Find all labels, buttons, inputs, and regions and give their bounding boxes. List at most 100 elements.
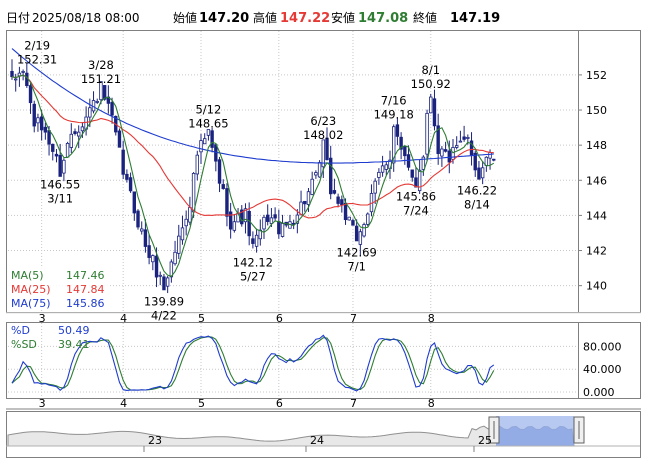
annotation-date: 5/27 (240, 269, 266, 283)
candle (65, 141, 70, 158)
ma5-value: 147.46 (66, 269, 105, 282)
osc-month-tick-label: 5 (198, 397, 205, 410)
close-label: 終値 (413, 10, 437, 25)
candle (28, 83, 33, 114)
candle (340, 195, 344, 213)
candle (373, 178, 377, 204)
osc-month-tick-label: 6 (276, 397, 283, 410)
price-tick-label: 146 (586, 174, 607, 187)
candle (240, 205, 244, 227)
osc-legend: %D 50.49 %SD 39.41 (11, 324, 90, 351)
price-tick-label: 152 (586, 69, 607, 82)
navigator-area (7, 425, 575, 447)
candle (440, 146, 444, 167)
candle (384, 161, 388, 176)
annotation-value: 149.18 (374, 107, 414, 121)
candle (406, 145, 411, 171)
candle (366, 212, 370, 227)
swing-annotation: 139.894/22 (144, 295, 184, 323)
candle (77, 125, 81, 149)
candle (140, 221, 144, 235)
candle (377, 168, 381, 185)
candle (247, 202, 251, 246)
candle (228, 202, 233, 239)
candle (184, 210, 188, 236)
pct-sd-value: 39.41 (58, 338, 90, 351)
candle (173, 240, 177, 266)
candle (165, 275, 170, 294)
candle (162, 273, 166, 291)
annotation-date: 3/11 (47, 192, 73, 206)
ma5-label: MA(5) (11, 269, 44, 282)
candle (480, 160, 485, 185)
candle (203, 133, 207, 145)
candle (117, 128, 122, 148)
navigator-right-handle[interactable] (573, 416, 585, 444)
annotation-date: 7/16 (381, 93, 407, 107)
candle (325, 127, 329, 161)
navigator[interactable]: 23 24 25 (6, 411, 641, 458)
candle (251, 231, 255, 249)
candle (392, 124, 396, 172)
candle (432, 89, 437, 131)
osc-month-tick-label: 8 (428, 397, 435, 410)
candle (254, 228, 259, 253)
date-value: 2025/08/18 08:00 (32, 11, 140, 25)
price-tick-label: 140 (586, 280, 607, 293)
month-tick-label: 7 (350, 312, 357, 325)
candle (429, 93, 433, 114)
ma25-label: MA(25) (11, 283, 51, 296)
price-tick-label: 148 (586, 139, 607, 152)
candle (125, 169, 129, 183)
candle (314, 170, 318, 179)
candle (243, 203, 248, 234)
candle (54, 149, 59, 163)
ma75-label: MA(75) (11, 297, 51, 310)
grid (8, 31, 578, 398)
candle (95, 98, 99, 104)
candle (217, 156, 222, 193)
candle (147, 233, 151, 265)
candle (321, 139, 325, 178)
low-value: 147.08 (358, 11, 408, 26)
candle (51, 143, 55, 161)
candle (458, 130, 463, 143)
candle (206, 129, 211, 141)
navigator-left-handle[interactable] (488, 416, 500, 444)
ma5-line (11, 74, 495, 277)
open-value: 147.20 (199, 11, 249, 26)
osc-tick-label: 40.000 (583, 363, 622, 376)
month-tick-label: 5 (198, 312, 205, 325)
high-value: 147.22 (280, 11, 330, 26)
annotation-date: 8/14 (464, 197, 490, 211)
candle (58, 143, 62, 177)
candle (436, 113, 440, 165)
candle (169, 259, 174, 283)
pct-d-value: 50.49 (58, 324, 90, 337)
swing-annotation: 142.697/1 (337, 245, 377, 273)
candle (455, 136, 459, 150)
stochastic-lines (11, 334, 495, 392)
low-label: 安値 (331, 10, 355, 25)
pct-sd-label: %SD (11, 338, 37, 351)
navigator-selection-area (496, 426, 574, 446)
price-axis-panel (578, 30, 641, 313)
annotation-date: 6/23 (310, 114, 336, 128)
osc-month-tick-label: 3 (39, 397, 46, 410)
annotation-date: 5/12 (195, 103, 221, 117)
price-tick-label: 144 (586, 209, 607, 222)
annotation-value: 146.22 (457, 183, 497, 197)
high-label: 高値 (253, 10, 277, 25)
price-axis: 152 150 148 146 144 142 140 (578, 69, 607, 293)
candle (39, 109, 44, 141)
candle (380, 155, 385, 177)
candle (336, 193, 340, 208)
pct-d-label: %D (11, 324, 30, 337)
candle (417, 159, 422, 194)
